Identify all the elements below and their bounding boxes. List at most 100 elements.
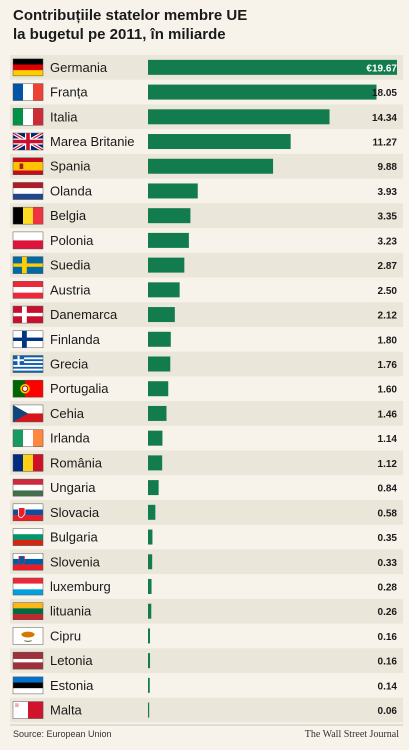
chart-row: Letonia 0.16 [10,648,403,673]
chart-row: Estonia 0.14 [12,676,398,695]
malta-flag-icon [12,701,44,719]
chart-row: Slovenia 0.33 [10,549,403,575]
row-band [10,450,403,476]
country-label: Malta [50,703,83,718]
value-label: 0.14 [378,681,398,692]
chart-row: lituania 0.26 [10,598,403,624]
denmark-flag-icon [12,305,44,324]
chart-row: Slovacia 0.58 [10,499,403,525]
row-band [10,351,403,377]
title-line-2: la bugetul pe 2011, în miliarde [13,26,226,43]
source-note: Source: European Union [13,729,112,739]
bar [148,628,151,644]
value-label: 0.84 [378,484,398,495]
row-band [10,697,403,723]
bar [148,307,175,323]
country-label: Germania [50,60,108,75]
bar [148,677,150,693]
ireland-flag-icon [12,429,44,447]
country-label: Slovenia [50,554,101,569]
latvia-flag-icon [12,651,44,670]
country-label: Suedia [50,258,91,273]
bar [148,504,156,520]
spain-flag-icon [12,157,44,175]
sweden-flag-icon [12,256,44,274]
bar [148,529,153,545]
chart-row: Ungaria 0.84 [12,478,398,497]
bar [148,578,152,594]
finland-flag-icon [12,330,44,349]
country-label: lituania [50,604,92,619]
slovenia-flag-icon [12,553,44,571]
hungary-flag-icon [12,478,44,497]
row-band [10,302,403,327]
country-label: Bulgaria [50,530,98,545]
chart-row: Italia 14.34 [10,104,403,130]
country-label: Ungaria [50,480,96,495]
chart-row: Olanda 3.93 [12,182,397,200]
bar [148,554,153,570]
value-label: 11.27 [373,138,398,149]
bar [148,84,377,100]
value-label: 1.76 [378,360,398,371]
portugal-flag-icon [12,379,44,398]
row-band [10,648,403,673]
romania-flag-icon [12,454,44,472]
country-label: Cehia [50,406,85,421]
bar [148,109,330,125]
chart-row: Finlanda 1.80 [12,330,398,349]
chart-footer: Source: European Union The Wall Street J… [13,729,399,740]
country-label: luxemburg [50,579,111,594]
austria-flag-icon [12,281,44,299]
chart-row: Germania €19.67 [10,55,403,80]
country-label: Polonia [50,233,94,248]
chart-row: Polonia 3.23 [12,231,397,250]
czech-flag-icon [12,404,44,423]
value-label: 0.26 [378,607,398,618]
country-label: Franța [50,85,88,100]
country-label: Letonia [50,653,93,668]
value-label: 9.88 [378,162,398,173]
chart-row: Cipru 0.16 [12,627,397,645]
publisher-credit: The Wall Street Journal [304,729,399,740]
bar [148,134,291,150]
row-band [10,252,403,278]
bar [148,603,152,619]
country-label: Portugalia [50,381,109,396]
bar [148,653,151,669]
value-label: 1.80 [378,335,398,346]
value-label: 18.05 [372,88,397,99]
country-label: Cipru [50,628,81,643]
bulgaria-flag-icon [12,528,44,546]
bar [148,405,167,421]
luxembourg-flag-icon [12,577,44,596]
chart-row: Franța 18.05 [12,83,397,101]
bar [148,381,169,397]
value-label: 1.14 [378,434,398,445]
bar [148,59,397,75]
bar [148,702,150,718]
country-label: România [50,455,103,470]
chart-row: Marea Britanie 11.27 [12,131,398,152]
bar [148,208,191,224]
value-label: 14.34 [372,113,397,124]
bar [148,480,159,496]
value-label: 3.35 [378,212,398,223]
chart-row: Cehia 1.46 [10,401,403,426]
bar [148,455,163,471]
value-label: 2.12 [378,311,398,322]
country-label: Irlanda [50,431,91,446]
value-label: 0.16 [378,657,398,668]
value-label: 0.06 [378,706,398,717]
chart-row: Belgia 3.35 [10,203,403,229]
chart-row: Irlanda 1.14 [12,429,398,447]
chart-row: Suedia 2.87 [10,252,403,278]
chart-row: Bulgaria 0.35 [12,528,397,546]
bar [148,331,171,347]
cyprus-flag-icon [12,627,44,645]
row-band [10,598,403,624]
bar [148,158,274,174]
value-label: 0.58 [378,508,398,519]
italy-flag-icon [12,108,44,126]
chart-row: România 1.12 [10,450,403,476]
